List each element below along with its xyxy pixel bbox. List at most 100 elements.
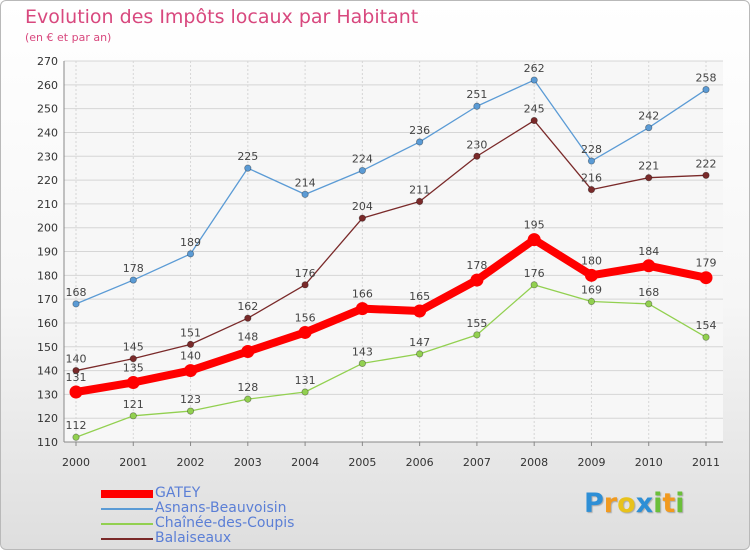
y-tick-label: 170 xyxy=(37,293,58,306)
data-label-asnans-beauvoisin: 178 xyxy=(123,262,144,275)
y-tick-label: 140 xyxy=(37,365,58,378)
data-point-chainee-des-coupis xyxy=(473,331,481,339)
data-point-chainee-des-coupis xyxy=(301,388,309,396)
data-label-balaiseaux: 221 xyxy=(638,160,659,173)
series-line-asnans-beauvoisin xyxy=(75,79,707,305)
data-point-chainee-des-coupis xyxy=(645,300,653,308)
y-tick-label: 150 xyxy=(37,341,58,354)
data-label-asnans-beauvoisin: 214 xyxy=(295,176,316,189)
data-label-gatey: 180 xyxy=(581,254,602,267)
data-label-asnans-beauvoisin: 168 xyxy=(66,286,87,299)
data-point-gatey xyxy=(413,304,427,318)
legend-swatch xyxy=(101,537,153,540)
data-point-chainee-des-coupis xyxy=(587,297,596,306)
data-point-chainee-des-coupis xyxy=(129,412,137,420)
data-label-gatey: 131 xyxy=(66,371,87,384)
data-point-chainee-des-coupis xyxy=(702,333,710,341)
data-label-chainee-des-coupis: 121 xyxy=(123,398,144,411)
data-point-balaiseaux xyxy=(587,185,596,194)
x-tick-label: 2004 xyxy=(291,456,319,469)
legend-label: Asnans-Beauvoisin xyxy=(155,500,287,516)
x-tick-label: 2003 xyxy=(234,456,262,469)
data-label-chainee-des-coupis: 143 xyxy=(352,345,373,358)
data-label-gatey: 184 xyxy=(638,245,659,258)
data-point-balaiseaux xyxy=(530,116,538,125)
data-label-asnans-beauvoisin: 258 xyxy=(696,72,717,85)
data-point-asnans-beauvoisin xyxy=(416,138,424,146)
y-tick-label: 180 xyxy=(37,269,58,282)
logo-letter: x xyxy=(635,488,654,519)
data-label-balaiseaux: 216 xyxy=(581,172,602,185)
data-point-balaiseaux xyxy=(645,174,653,182)
data-point-balaiseaux xyxy=(244,314,252,322)
data-point-gatey xyxy=(184,364,198,378)
y-tick-label: 220 xyxy=(37,174,58,187)
data-point-balaiseaux xyxy=(301,281,309,289)
x-tick-label: 2002 xyxy=(177,456,205,469)
data-label-chainee-des-coupis: 131 xyxy=(295,374,316,387)
logo-letter: o xyxy=(617,488,636,519)
series-line-gatey xyxy=(72,235,710,396)
data-point-gatey xyxy=(470,273,484,287)
data-point-chainee-des-coupis xyxy=(244,395,252,403)
data-point-asnans-beauvoisin xyxy=(702,85,710,94)
legend-label: Chaînée-des-Coupis xyxy=(155,515,295,531)
y-tick-label: 270 xyxy=(37,55,58,68)
data-label-gatey: 195 xyxy=(524,219,545,232)
logo-letter: i xyxy=(653,488,663,519)
data-point-balaiseaux xyxy=(72,366,80,375)
data-label-chainee-des-coupis: 112 xyxy=(66,419,87,432)
data-point-gatey xyxy=(355,302,369,316)
data-label-asnans-beauvoisin: 224 xyxy=(352,153,373,166)
data-point-gatey xyxy=(584,268,598,282)
data-label-asnans-beauvoisin: 189 xyxy=(180,236,201,249)
data-label-gatey: 135 xyxy=(123,361,144,374)
data-point-gatey xyxy=(69,385,83,399)
y-tick-label: 250 xyxy=(37,103,58,116)
y-tick-label: 240 xyxy=(37,126,58,139)
data-label-chainee-des-coupis: 155 xyxy=(466,317,487,330)
data-label-gatey: 179 xyxy=(696,257,717,270)
data-point-balaiseaux xyxy=(186,340,195,348)
data-point-asnans-beauvoisin xyxy=(301,190,309,198)
data-label-asnans-beauvoisin: 262 xyxy=(524,62,545,75)
data-point-gatey xyxy=(527,233,541,247)
data-point-gatey xyxy=(126,375,140,389)
x-tick-label: 2007 xyxy=(463,456,491,469)
data-label-balaiseaux: 245 xyxy=(524,103,545,116)
data-point-balaiseaux xyxy=(416,197,424,206)
data-point-chainee-des-coupis xyxy=(530,281,538,289)
data-label-balaiseaux: 230 xyxy=(466,138,487,151)
data-label-balaiseaux: 145 xyxy=(123,341,144,354)
data-label-gatey: 148 xyxy=(237,331,258,344)
data-point-asnans-beauvoisin xyxy=(72,300,80,308)
series-line-balaiseaux xyxy=(75,119,707,372)
data-label-gatey: 140 xyxy=(180,350,201,363)
data-point-asnans-beauvoisin xyxy=(645,124,653,132)
data-point-gatey xyxy=(699,271,713,285)
data-point-asnans-beauvoisin xyxy=(186,250,195,258)
legend-swatch xyxy=(101,489,153,498)
data-label-chainee-des-coupis: 123 xyxy=(180,393,201,406)
series-line-chainee-des-coupis xyxy=(75,284,707,438)
logo-letter: i xyxy=(675,488,685,519)
y-tick-label: 210 xyxy=(37,198,58,211)
y-tick-label: 200 xyxy=(37,222,58,235)
data-label-gatey: 178 xyxy=(466,259,487,272)
data-label-chainee-des-coupis: 128 xyxy=(237,381,258,394)
data-label-chainee-des-coupis: 168 xyxy=(638,286,659,299)
x-tick-label: 2010 xyxy=(635,456,663,469)
data-point-asnans-beauvoisin xyxy=(587,157,596,165)
x-tick-label: 2009 xyxy=(577,456,605,469)
data-point-asnans-beauvoisin xyxy=(530,76,538,84)
data-point-asnans-beauvoisin xyxy=(129,276,137,284)
data-label-balaiseaux: 204 xyxy=(352,200,373,213)
data-label-balaiseaux: 162 xyxy=(237,300,258,313)
data-label-balaiseaux: 140 xyxy=(66,353,87,366)
data-label-balaiseaux: 151 xyxy=(180,326,201,339)
legend-item: Chaînée-des-Coupis xyxy=(101,516,294,531)
x-tick-label: 2008 xyxy=(520,456,548,469)
data-point-balaiseaux xyxy=(129,355,137,363)
data-point-chainee-des-coupis xyxy=(358,359,366,368)
